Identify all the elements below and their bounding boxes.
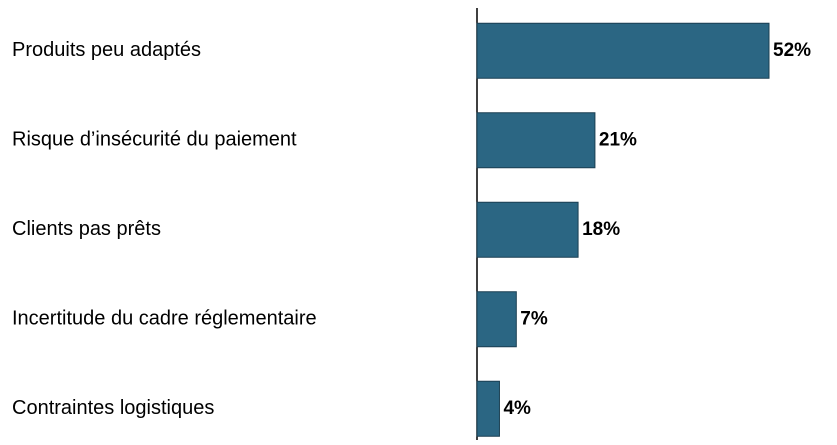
category-label: Contraintes logistiques [12,397,214,419]
bar [476,380,500,437]
category-label: Clients pas prêts [12,218,161,240]
category-label: Risque d’insécurité du paiement [12,129,297,151]
data-label: 4% [503,398,531,419]
bar [476,291,517,348]
bar [476,201,579,258]
bar [476,22,770,79]
category-label: Incertitude du cadre réglementaire [12,308,317,330]
data-label: 52% [773,40,811,61]
bar [476,112,596,169]
data-label: 7% [520,308,548,329]
category-label: Produits peu adaptés [12,39,201,61]
data-label: 18% [582,219,620,240]
data-label: 21% [599,129,637,150]
